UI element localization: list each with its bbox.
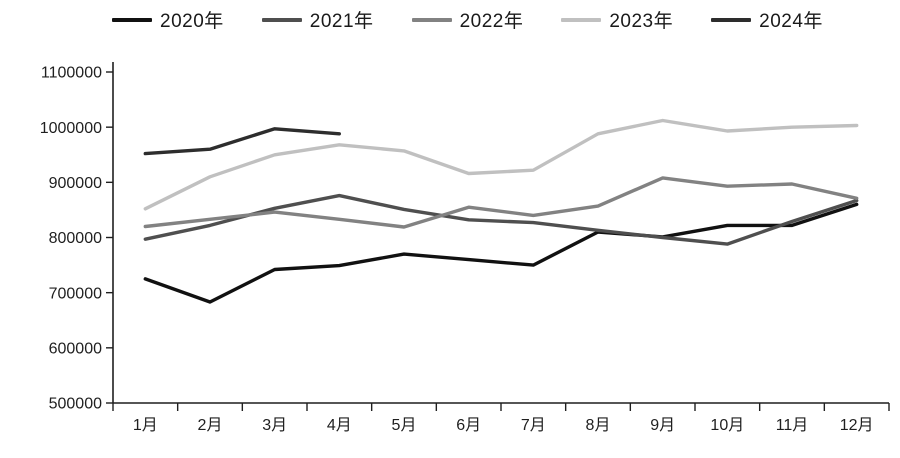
x-axis-category-label: 2月 xyxy=(198,417,223,434)
x-axis-category-label: 6月 xyxy=(456,417,481,434)
legend-label: 2024年 xyxy=(759,11,823,32)
series-line-2021年 xyxy=(143,193,859,246)
series-line-2024年 xyxy=(143,127,341,156)
y-axis-tick-label: 900000 xyxy=(49,175,102,192)
legend-item: 2022年 xyxy=(411,6,524,33)
legend-label: 2021年 xyxy=(309,11,374,32)
legend-label: 2023年 xyxy=(609,11,674,32)
legend-line-swatch xyxy=(561,17,602,22)
y-axis-tick-label: 600000 xyxy=(49,340,102,357)
legend-line-swatch xyxy=(112,17,152,22)
x-axis-category-label: 10月 xyxy=(710,417,744,434)
legend-line-swatch xyxy=(261,17,302,22)
x-axis-category-label: 3月 xyxy=(262,417,287,434)
chart-legend: 2020年 2021年 2022年 2023年 2024年 xyxy=(112,6,823,33)
legend-line-swatch xyxy=(711,17,752,22)
legend-item: 2024年 xyxy=(711,6,823,33)
y-axis-tick-label: 1100000 xyxy=(41,65,102,82)
series-line-2022年 xyxy=(143,176,859,229)
y-axis-tick-label: 1000000 xyxy=(40,120,102,137)
x-axis-category-label: 1月 xyxy=(133,417,158,434)
x-axis-category-label: 7月 xyxy=(521,417,546,434)
legend-item: 2023年 xyxy=(561,6,673,33)
series-line-2020年 xyxy=(143,202,859,304)
x-axis-category-label: 8月 xyxy=(586,417,611,434)
legend-label: 2022年 xyxy=(459,11,524,32)
legend-label: 2020年 xyxy=(160,11,224,32)
y-axis-tick-label: 700000 xyxy=(49,285,102,302)
legend-item: 2021年 xyxy=(261,6,374,33)
x-axis-category-label: 4月 xyxy=(327,417,352,434)
y-axis-tick-label: 500000 xyxy=(49,396,102,413)
x-axis-category-label: 5月 xyxy=(392,417,417,434)
legend-line-swatch xyxy=(411,17,452,22)
x-axis-category-label: 11月 xyxy=(776,417,809,434)
y-axis-tick-label: 800000 xyxy=(49,230,102,247)
x-axis-category-label: 9月 xyxy=(650,417,675,434)
series-line-2023年 xyxy=(143,118,859,211)
legend-item: 2020年 xyxy=(112,6,224,33)
x-axis-category-label: 12月 xyxy=(840,417,874,434)
